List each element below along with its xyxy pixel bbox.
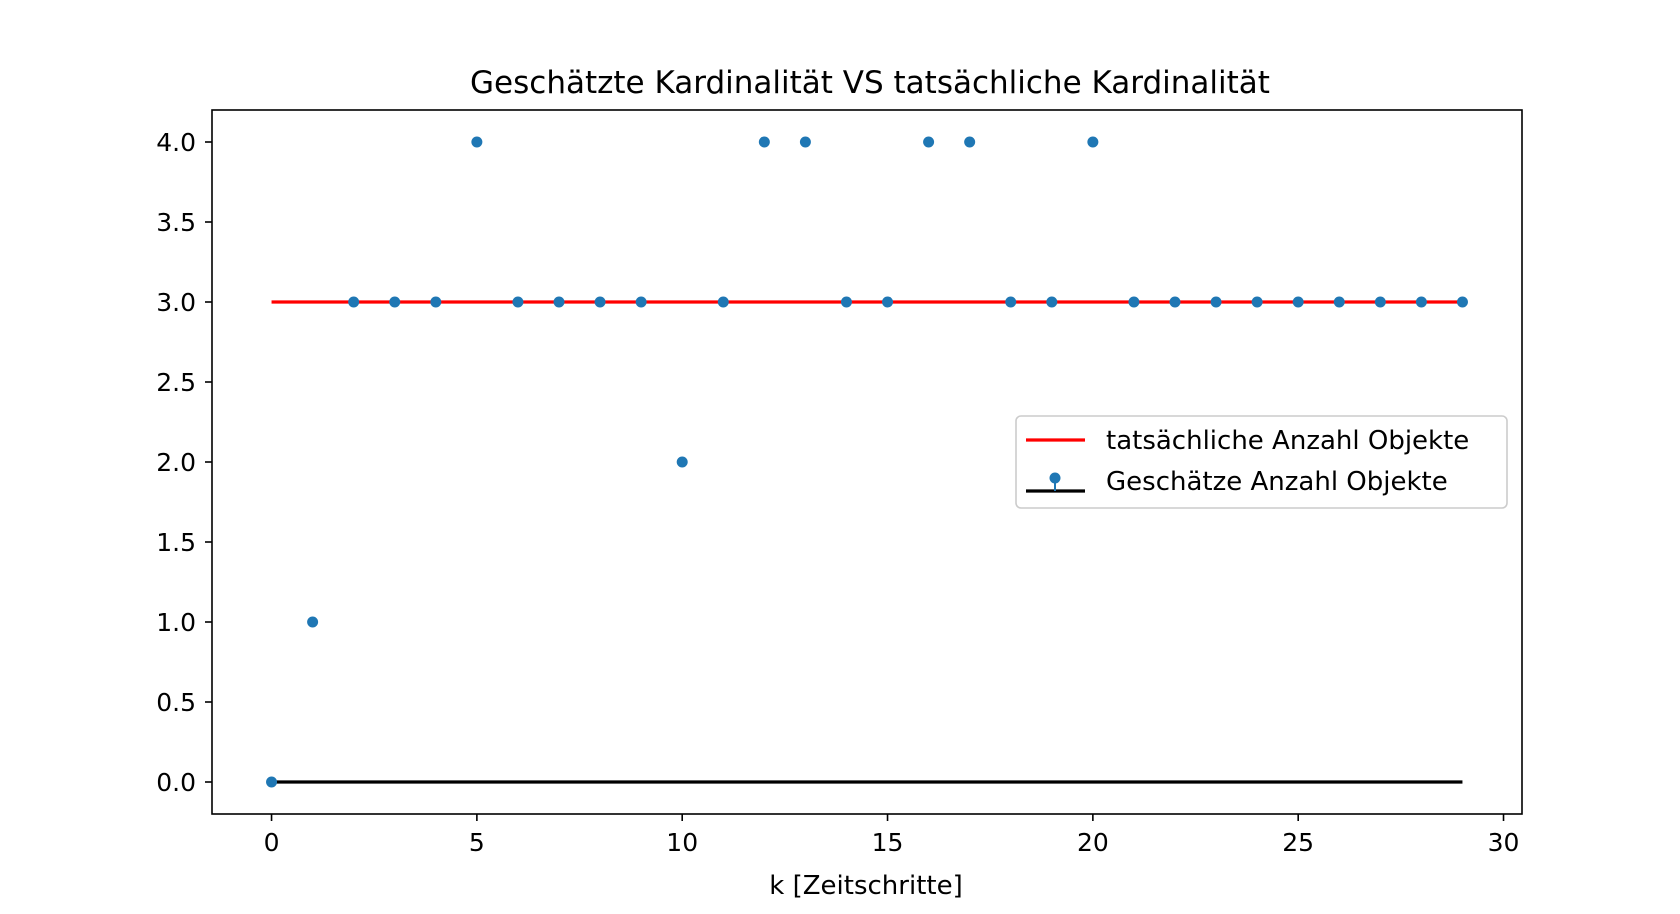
estimate-point <box>964 136 976 148</box>
estimate-point <box>923 136 935 148</box>
estimate-point <box>1169 296 1181 308</box>
estimate-point <box>717 296 729 308</box>
legend-label-actual: tatsächliche Anzahl Objekte <box>1106 426 1469 456</box>
y-tick-label: 3.5 <box>156 208 196 237</box>
estimate-point <box>635 296 647 308</box>
estimate-point <box>799 136 811 148</box>
estimate-point <box>553 296 565 308</box>
estimate-point <box>1292 296 1304 308</box>
y-tick-label: 3.0 <box>156 288 196 317</box>
estimate-point <box>1087 136 1099 148</box>
estimate-point <box>1333 296 1345 308</box>
estimate-point <box>1415 296 1427 308</box>
legend-label-estimated: Geschätze Anzahl Objekte <box>1106 467 1448 497</box>
chart-title: Geschätzte Kardinalität VS tatsächliche … <box>470 65 1270 101</box>
y-tick-label: 2.0 <box>156 448 196 477</box>
y-tick-label: 1.5 <box>156 528 196 557</box>
x-tick-label: 5 <box>469 828 485 857</box>
series-layer <box>266 136 1468 788</box>
estimate-point <box>882 296 894 308</box>
x-axis-label: k [Zeitschritte] <box>769 871 962 901</box>
estimate-point <box>758 136 770 148</box>
y-tick-label: 4.0 <box>156 128 196 157</box>
x-tick-label: 30 <box>1488 828 1520 857</box>
estimate-point <box>430 296 442 308</box>
y-tick-label: 2.5 <box>156 368 196 397</box>
y-tick-label: 0.0 <box>156 768 196 797</box>
estimate-point <box>1046 296 1058 308</box>
estimate-point <box>1374 296 1386 308</box>
estimate-point <box>594 296 606 308</box>
estimate-point <box>266 776 278 788</box>
estimate-point <box>512 296 524 308</box>
estimate-point <box>389 296 401 308</box>
y-tick-label: 0.5 <box>156 688 196 717</box>
estimate-point <box>1128 296 1140 308</box>
estimate-point <box>471 136 483 148</box>
x-tick-label: 20 <box>1077 828 1109 857</box>
x-tick-label: 25 <box>1282 828 1314 857</box>
estimate-point <box>1456 296 1468 308</box>
legend: tatsächliche Anzahl Objekte Geschätze An… <box>1015 415 1508 509</box>
estimate-point <box>1210 296 1222 308</box>
x-tick-label: 15 <box>872 828 904 857</box>
y-tick-label: 1.0 <box>156 608 196 637</box>
x-axis: 0 5 10 15 20 25 30 <box>264 814 1520 857</box>
estimate-point <box>307 616 319 628</box>
legend-swatch-marker <box>1049 472 1061 484</box>
x-tick-label: 0 <box>264 828 280 857</box>
legend-box <box>1015 415 1508 509</box>
estimate-point <box>1005 296 1017 308</box>
x-tick-label: 10 <box>666 828 698 857</box>
estimate-point <box>676 456 688 468</box>
estimate-point <box>840 296 852 308</box>
estimate-point <box>348 296 360 308</box>
estimate-point <box>1251 296 1263 308</box>
y-axis: 0.0 0.5 1.0 1.5 2.0 2.5 3.0 3.5 4.0 <box>156 128 212 797</box>
